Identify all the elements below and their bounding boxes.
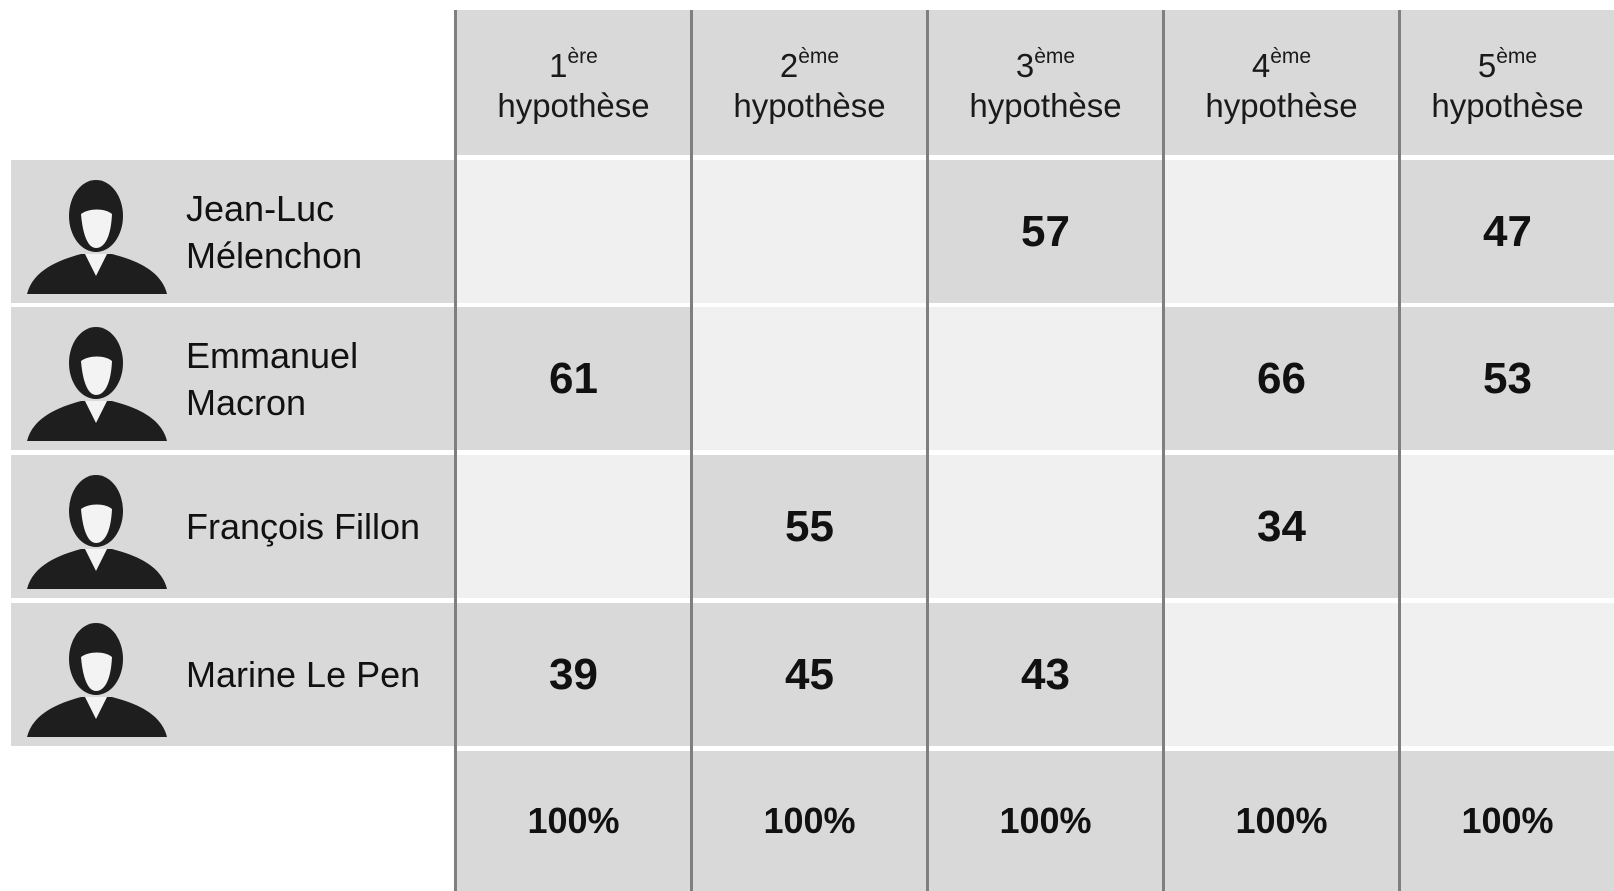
column-header: 2ème hypothèse: [693, 10, 926, 155]
header-ordinal: 2ème: [780, 46, 839, 86]
header-ordinal: 5ème: [1478, 46, 1537, 86]
score-cell: [1401, 603, 1614, 746]
score-cell: [1165, 160, 1398, 303]
score-cell: 61: [457, 307, 690, 450]
score-cell: [457, 455, 690, 598]
portrait: [27, 475, 167, 589]
score-cell: 57: [929, 160, 1162, 303]
column-separator: [454, 10, 457, 891]
ordinal-suffix: ème: [1496, 44, 1538, 68]
column-separator: [1162, 10, 1165, 891]
score-cell: 45: [693, 603, 926, 746]
ordinal-number: 3: [1015, 46, 1035, 84]
ordinal-number: 2: [779, 46, 799, 84]
total-cell: 100%: [693, 751, 926, 891]
column-header: 4ème hypothèse: [1165, 10, 1398, 155]
score-cell: [1165, 603, 1398, 746]
portrait-collar: [85, 697, 107, 719]
header-word: hypothèse: [733, 86, 886, 124]
portrait-collar: [85, 401, 107, 423]
ordinal-number: 4: [1251, 46, 1271, 84]
score-cell: [457, 160, 690, 303]
portrait-collar: [85, 549, 107, 571]
total-cell: 100%: [457, 751, 690, 891]
portrait: [27, 623, 167, 737]
score-cell: 55: [693, 455, 926, 598]
ordinal-suffix: ème: [798, 44, 840, 68]
portrait-collar: [85, 254, 107, 276]
candidate-name: Emmanuel Macron: [186, 334, 359, 423]
portrait-face: [81, 356, 112, 395]
row-label: Jean-Luc Mélenchon: [11, 160, 454, 303]
portrait: [27, 180, 167, 294]
total-cell: 100%: [1165, 751, 1398, 891]
column-header: 1ère hypothèse: [457, 10, 690, 155]
score-cell: 34: [1165, 455, 1398, 598]
column-header: 3ème hypothèse: [929, 10, 1162, 155]
total-cell: 100%: [1401, 751, 1614, 891]
row-label: François Fillon: [11, 455, 454, 598]
score-cell: 39: [457, 603, 690, 746]
portrait: [27, 327, 167, 441]
score-cell: [1401, 455, 1614, 598]
score-cell: 47: [1401, 160, 1614, 303]
score-cell: [929, 455, 1162, 598]
candidate-name: Jean-Luc Mélenchon: [186, 187, 363, 276]
score-cell: 43: [929, 603, 1162, 746]
column-separator: [1398, 10, 1401, 891]
score-cell: [693, 160, 926, 303]
header-ordinal: 3ème: [1016, 46, 1075, 86]
header-word: hypothèse: [497, 86, 650, 124]
ordinal-suffix: ème: [1270, 44, 1312, 68]
score-cell: [693, 307, 926, 450]
portrait-face: [81, 209, 112, 248]
header-ordinal: 4ème: [1252, 46, 1311, 86]
score-cell: 53: [1401, 307, 1614, 450]
row-label: Marine Le Pen: [11, 603, 454, 746]
candidate-name: Marine Le Pen: [186, 654, 421, 695]
header-ordinal: 1ère: [549, 46, 598, 86]
ordinal-suffix: ère: [567, 44, 598, 68]
score-cell: 66: [1165, 307, 1398, 450]
portrait-face: [81, 504, 112, 543]
score-cell: [929, 307, 1162, 450]
column-separator: [690, 10, 693, 891]
row-label: Emmanuel Macron: [11, 307, 454, 450]
header-word: hypothèse: [1205, 86, 1358, 124]
ordinal-number: 5: [1477, 46, 1497, 84]
total-cell: 100%: [929, 751, 1162, 891]
portrait-face: [81, 652, 112, 691]
header-word: hypothèse: [969, 86, 1122, 124]
column-header: 5ème hypothèse: [1401, 10, 1614, 155]
ordinal-number: 1: [549, 46, 568, 84]
column-separator: [926, 10, 929, 891]
ordinal-suffix: ème: [1034, 44, 1076, 68]
candidate-name: François Fillon: [186, 506, 421, 547]
header-word: hypothèse: [1431, 86, 1584, 124]
